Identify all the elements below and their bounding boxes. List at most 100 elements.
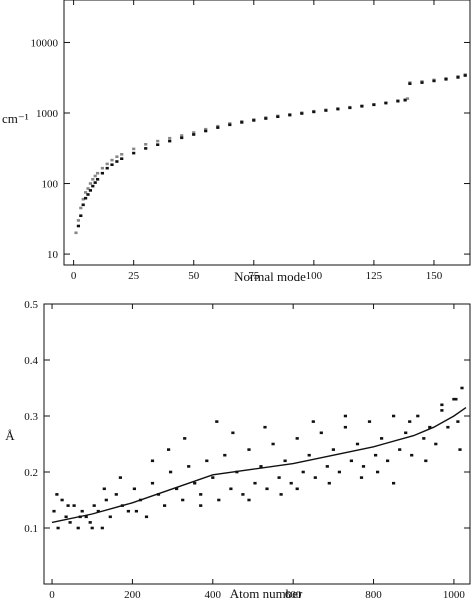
data-point — [444, 78, 448, 81]
data-point — [458, 448, 462, 451]
data-point — [247, 498, 251, 502]
data-point — [199, 504, 203, 507]
x-axis-label: Normal mode — [234, 269, 306, 284]
data-point — [93, 181, 97, 184]
atom-number-chart: 0 200 400 600 800 1000 0.1 0.2 0.3 0.4 0.5 Atom nu… — [5, 300, 471, 601]
data-point — [313, 476, 317, 479]
data-point — [110, 163, 114, 166]
data-point — [271, 442, 275, 446]
data-point — [349, 459, 353, 463]
data-point — [463, 74, 467, 77]
data-point — [76, 219, 80, 222]
data-point — [132, 147, 136, 151]
data-point — [359, 476, 364, 479]
data-point — [192, 133, 196, 136]
data-point — [223, 453, 227, 457]
x-tick-label: 600 — [285, 589, 302, 601]
data-point — [102, 487, 106, 491]
data-point — [424, 459, 428, 463]
data-point — [252, 119, 256, 122]
data-point — [120, 153, 124, 156]
data-point — [231, 431, 235, 435]
data-point — [80, 509, 84, 513]
y-tick-label: 0.4 — [24, 355, 38, 367]
data-point — [199, 493, 203, 496]
data-point — [96, 178, 100, 181]
data-point — [355, 442, 360, 446]
data-point — [187, 465, 191, 468]
data-point — [327, 481, 331, 485]
x-tick-label: 400 — [205, 589, 222, 601]
x-tick-label: 0 — [71, 270, 77, 282]
data-point — [105, 162, 109, 166]
data-point — [440, 409, 444, 412]
data-point — [91, 184, 95, 188]
x-tick-label: 50 — [188, 270, 200, 282]
data-point — [183, 437, 187, 440]
data-point — [311, 420, 315, 423]
data-point — [114, 493, 118, 496]
data-point — [91, 178, 95, 181]
plot-frame — [63, 0, 471, 266]
data-point — [168, 136, 172, 140]
data-point — [163, 504, 167, 507]
data-point — [265, 487, 269, 491]
data-point — [120, 157, 124, 160]
data-point — [336, 107, 340, 111]
data-point — [456, 420, 460, 423]
normal-mode-chart: 0 25 50 75 100 125 150 10 100 1000 10000 Normal mo… — [2, 0, 471, 284]
data-point — [386, 459, 390, 463]
data-point — [150, 459, 155, 463]
data-point — [168, 139, 172, 143]
data-point — [100, 166, 104, 170]
data-point — [216, 126, 220, 129]
data-point — [84, 515, 88, 519]
data-point — [398, 448, 402, 451]
data-point — [247, 448, 251, 451]
data-point — [180, 134, 184, 137]
data-point — [319, 431, 323, 435]
data-point — [295, 437, 299, 440]
data-point — [307, 453, 311, 457]
data-point — [144, 147, 148, 150]
data-point — [416, 414, 420, 418]
data-point — [456, 76, 460, 79]
y-tick-label: 100 — [42, 179, 59, 191]
x-tick-label: 75 — [248, 270, 260, 282]
y-tick-label: 10000 — [31, 37, 59, 49]
data-point — [144, 143, 148, 146]
data-point — [150, 481, 155, 485]
data-point — [276, 115, 280, 118]
data-point — [93, 174, 97, 178]
data-point — [134, 509, 138, 513]
data-point — [55, 493, 59, 496]
x-tick-label: 1000 — [443, 589, 466, 601]
data-point — [337, 470, 341, 474]
data-point — [100, 171, 104, 175]
y-tick-label: 0.1 — [24, 523, 38, 535]
x-tick-label: 800 — [365, 589, 382, 601]
data-point — [88, 189, 92, 192]
data-point — [392, 414, 396, 418]
data-point — [156, 139, 160, 143]
data-point — [422, 437, 426, 440]
data-point — [60, 498, 64, 502]
data-point — [66, 504, 70, 507]
data-point — [79, 206, 83, 210]
data-point — [452, 397, 456, 401]
data-point — [374, 453, 378, 457]
x-tick-label: 100 — [306, 270, 323, 282]
y-tick-label: 0.5 — [24, 300, 38, 311]
data-point — [367, 420, 372, 423]
data-point — [88, 521, 92, 524]
data-point — [343, 425, 347, 429]
data-point — [84, 191, 88, 194]
data-point — [132, 151, 136, 155]
data-point — [384, 101, 388, 105]
data-point — [126, 509, 130, 513]
data-point — [432, 79, 436, 83]
data-point — [68, 521, 72, 524]
y-axis-label: Å — [5, 428, 15, 443]
x-tick-label: 0 — [49, 589, 55, 601]
data-point — [446, 425, 450, 429]
